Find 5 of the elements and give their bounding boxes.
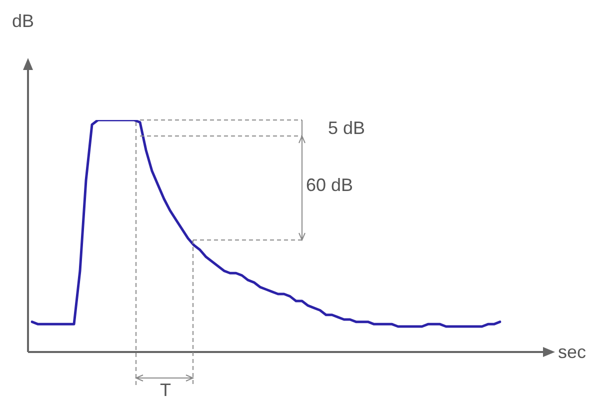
- x-axis-title: sec: [558, 342, 586, 362]
- annotation: 5 dB: [328, 118, 366, 138]
- y-axis-title: dB: [12, 11, 34, 31]
- annotation: 60 dB: [306, 175, 354, 195]
- text: T: [160, 380, 171, 400]
